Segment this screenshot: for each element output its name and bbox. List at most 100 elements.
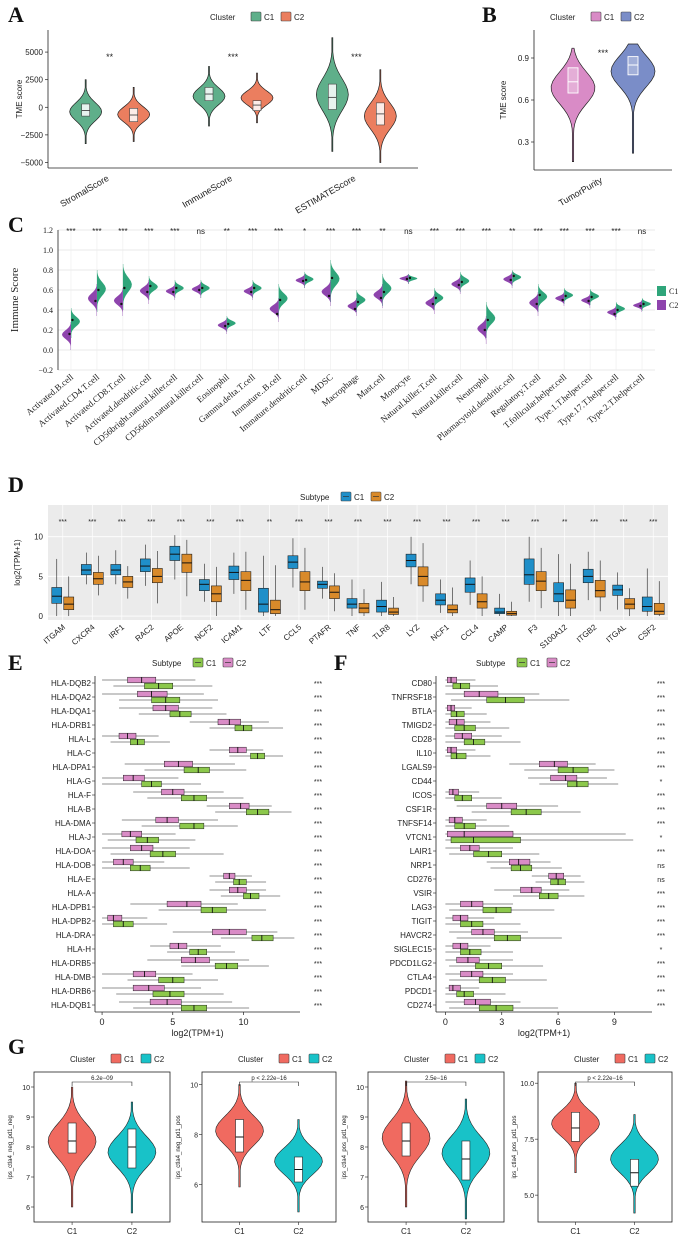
c-ylabel: Immune Score	[9, 268, 21, 333]
c-median-dot	[408, 276, 412, 280]
c-median-dot	[379, 296, 383, 300]
e-box-c1	[169, 710, 192, 718]
e-significance: ***	[314, 919, 322, 926]
c-significance: **	[509, 227, 515, 236]
legend-a-title: Cluster	[210, 13, 236, 22]
c-median-dot	[561, 298, 564, 302]
c-median-dot	[252, 286, 256, 290]
legend-g3-key-c2	[474, 1053, 486, 1064]
b-ytick-label: 0.6	[518, 96, 530, 105]
legend-g2-title: Cluster	[238, 1055, 264, 1064]
c-half-violin-c1	[148, 276, 158, 300]
c-median-dot	[172, 290, 175, 294]
e-significance: ***	[314, 975, 322, 982]
g-xtick-label: C2	[461, 1227, 472, 1236]
d-box-c1	[258, 587, 269, 613]
c-median-dot	[327, 294, 331, 298]
c-half-violin-c1	[460, 272, 470, 292]
c-significance: ***	[482, 227, 491, 236]
d-box-c2	[270, 599, 281, 614]
c-median-dot	[304, 278, 308, 282]
legend-g4-label-c1: C1	[628, 1055, 639, 1064]
f-ytick-label: BTLA	[412, 707, 433, 716]
f-ytick-label: CD28	[412, 735, 433, 744]
d-significance: ***	[590, 519, 598, 526]
f-ytick-label: CD44	[412, 777, 433, 786]
d-xtick-label: CCL5	[282, 622, 304, 642]
c-median-dot	[356, 300, 360, 304]
c-half-violin-c1	[96, 270, 106, 312]
e-ytick-label: HLA-DPB1	[52, 903, 92, 912]
legend-g3-label-c2: C2	[488, 1055, 499, 1064]
f-box-c1	[473, 850, 502, 858]
panel-label-D: D	[8, 472, 24, 497]
c-half-violin-c2	[243, 284, 253, 300]
e-box-c2	[123, 774, 145, 782]
g-box	[571, 1111, 580, 1142]
g-xtick-label: C2	[127, 1227, 138, 1236]
f-box-c2	[454, 732, 472, 740]
c-median-dot	[431, 302, 435, 306]
a-xtick-label: ESTIMATEScore	[294, 173, 358, 216]
f-box-c2	[520, 886, 542, 894]
f-box-c1	[450, 710, 465, 718]
f-significance: *	[660, 835, 663, 842]
f-significance: ***	[657, 821, 665, 828]
legend-g4-key-c2	[644, 1053, 656, 1064]
f-box-c2	[447, 830, 514, 838]
e-significance: ***	[314, 821, 322, 828]
e-box-c1	[233, 878, 247, 886]
f-ytick-label: HAVCR2	[400, 931, 432, 940]
panel-label-E: E	[8, 650, 23, 675]
panel-label-C: C	[8, 212, 24, 237]
legend-b-key-c2	[620, 11, 632, 22]
f-ytick-label: LGALS9	[402, 763, 433, 772]
b-box	[567, 67, 579, 94]
a-ytick-label: 2500	[25, 76, 43, 85]
c-median-dot	[538, 293, 541, 297]
g4-pvalue: p < 2.22e−16	[587, 1076, 623, 1082]
e-xtick-label: 10	[238, 1017, 248, 1027]
legend-b-label-c2: C2	[634, 13, 645, 22]
g-xtick-label: C1	[67, 1227, 78, 1236]
f-box-c1	[463, 738, 486, 746]
d-xtick-label: CAMP	[486, 623, 509, 645]
legend-d-title: Subtype	[300, 493, 330, 502]
c-median-dot	[590, 295, 593, 299]
c-median-dot	[97, 288, 100, 292]
f-ytick-label: TIGIT	[412, 917, 433, 926]
c-median-dot	[224, 324, 227, 328]
c-half-violin-c1	[304, 272, 314, 288]
f-significance: ***	[657, 751, 665, 758]
g-ytick-label: 10	[190, 1083, 198, 1090]
d-box-c2	[299, 571, 311, 591]
c-half-violin-c2	[269, 298, 279, 322]
e-ytick-label: HLA-DRB1	[51, 721, 91, 730]
g-ytick-label: 8	[360, 1145, 364, 1152]
c-median-dot	[201, 286, 204, 290]
legend-g4-label-c2: C2	[658, 1055, 669, 1064]
d-box-c2	[594, 580, 606, 598]
c-median-dot	[275, 312, 279, 316]
a-xtick-label: ImmuneScore	[180, 173, 234, 210]
e-ytick-label: HLA-DPA1	[52, 763, 91, 772]
f-ytick-label: CD274	[407, 1001, 432, 1010]
g-xtick-label: C1	[234, 1227, 245, 1236]
f-box-c2	[448, 816, 463, 824]
f-significance: ***	[657, 891, 665, 898]
f-ytick-label: PDCD1LG2	[390, 959, 433, 968]
c-half-violin-c1	[616, 302, 626, 317]
e-significance: ***	[314, 793, 322, 800]
g-ytick-label: 10	[22, 1085, 30, 1092]
g2-pvalue: p < 2.22e−16	[251, 1076, 287, 1082]
f-box-c1	[510, 864, 533, 872]
b-violin-c1	[550, 47, 596, 162]
c-legend-key-c2	[657, 300, 666, 310]
d-box-c1	[199, 579, 210, 591]
g-ytick-label: 9	[360, 1115, 364, 1122]
d-box-c1	[464, 577, 476, 593]
d-xtick-label: APOE	[162, 623, 185, 644]
d-significance: ***	[324, 519, 332, 526]
d-significance: ***	[147, 519, 155, 526]
